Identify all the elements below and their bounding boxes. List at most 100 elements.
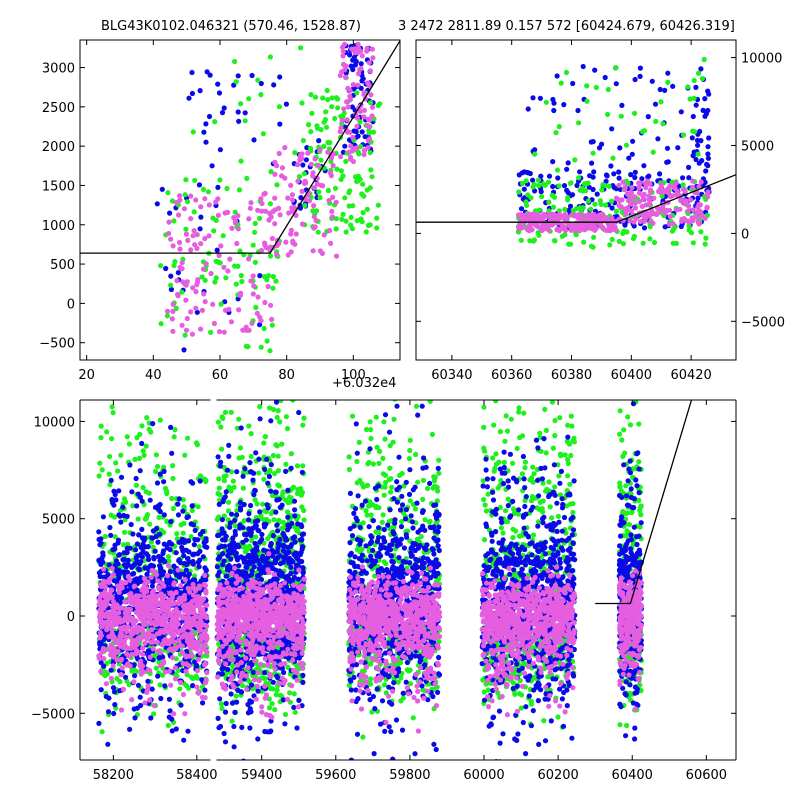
data-point xyxy=(115,561,121,567)
data-point xyxy=(632,200,638,206)
data-point xyxy=(361,107,367,113)
data-point xyxy=(138,551,144,557)
data-point xyxy=(150,611,156,617)
x-tick-label: 60340 xyxy=(431,368,472,383)
data-point xyxy=(338,125,344,131)
data-point xyxy=(179,546,185,552)
data-point xyxy=(128,617,134,623)
data-point xyxy=(233,79,239,85)
data-point xyxy=(632,76,638,83)
data-point xyxy=(194,646,200,652)
scatter-points xyxy=(154,41,383,354)
data-point xyxy=(274,522,280,528)
data-point xyxy=(198,326,204,332)
data-point xyxy=(339,44,346,50)
data-point xyxy=(701,56,707,63)
data-point xyxy=(180,497,186,503)
data-point xyxy=(142,535,148,541)
data-point xyxy=(140,763,145,768)
data-point xyxy=(220,233,226,239)
data-point xyxy=(278,400,284,404)
data-point xyxy=(329,208,335,214)
data-point xyxy=(683,198,689,204)
data-point xyxy=(186,95,192,101)
data-point xyxy=(262,299,268,306)
data-point xyxy=(99,623,105,629)
data-point xyxy=(164,488,170,494)
data-point xyxy=(667,213,673,220)
data-point xyxy=(222,739,229,745)
data-point xyxy=(188,521,194,527)
data-point xyxy=(365,145,371,151)
data-point xyxy=(518,206,525,212)
data-point xyxy=(117,584,123,591)
data-point xyxy=(189,507,195,514)
data-point xyxy=(215,715,221,722)
data-point xyxy=(153,526,160,532)
data-point xyxy=(193,597,199,603)
data-point xyxy=(130,503,136,509)
data-point xyxy=(690,113,696,120)
data-point xyxy=(214,564,220,570)
data-point xyxy=(253,304,259,311)
data-point xyxy=(188,193,194,199)
data-point xyxy=(156,630,162,637)
data-point xyxy=(362,134,368,140)
data-point xyxy=(586,184,592,190)
data-point xyxy=(261,191,267,197)
data-point xyxy=(530,238,537,244)
data-point xyxy=(101,663,107,669)
data-point xyxy=(130,531,136,537)
data-point xyxy=(116,575,122,581)
data-point xyxy=(103,613,109,619)
data-point xyxy=(293,212,299,218)
data-point xyxy=(258,80,264,87)
data-point xyxy=(170,601,176,607)
data-point xyxy=(281,669,287,676)
data-point xyxy=(209,163,215,169)
data-point xyxy=(203,568,209,574)
data-point xyxy=(274,251,280,257)
data-point xyxy=(347,52,353,58)
data-point xyxy=(96,473,102,479)
data-point xyxy=(516,189,522,195)
data-point xyxy=(190,585,196,591)
data-point xyxy=(352,62,358,68)
data-point xyxy=(183,226,189,232)
data-point xyxy=(202,680,208,686)
data-point xyxy=(137,561,143,567)
data-point xyxy=(177,599,183,605)
data-point xyxy=(216,476,222,482)
data-point xyxy=(110,547,116,553)
data-point xyxy=(176,637,182,644)
data-point xyxy=(183,683,190,689)
data-point xyxy=(147,616,153,622)
data-point xyxy=(111,689,118,695)
data-point xyxy=(210,301,216,307)
data-point xyxy=(593,84,599,91)
data-point xyxy=(276,150,282,157)
data-point xyxy=(143,633,149,639)
data-point xyxy=(340,48,346,54)
data-point xyxy=(149,686,155,692)
data-point xyxy=(550,96,556,103)
data-point xyxy=(109,622,115,628)
data-point xyxy=(650,149,656,155)
data-point xyxy=(564,187,570,193)
data-point xyxy=(577,169,583,175)
data-point xyxy=(115,468,121,474)
data-point xyxy=(325,97,331,103)
data-point xyxy=(364,206,370,212)
data-point xyxy=(233,693,239,699)
data-point xyxy=(223,473,229,479)
data-point xyxy=(697,202,703,208)
data-point xyxy=(330,163,336,169)
data-point xyxy=(147,497,153,503)
data-point xyxy=(630,138,636,144)
data-point xyxy=(167,569,173,575)
data-point xyxy=(624,229,630,235)
data-point xyxy=(300,422,306,428)
data-point xyxy=(523,178,529,184)
data-point xyxy=(306,198,313,204)
data-point xyxy=(355,149,361,155)
